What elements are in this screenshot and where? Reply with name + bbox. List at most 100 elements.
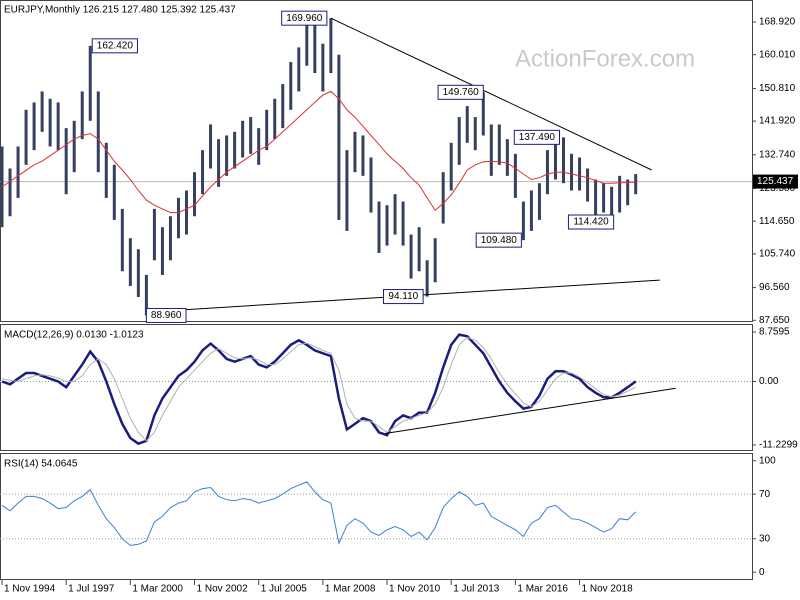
x-tick-label: 1 Nov 2002 <box>197 584 249 595</box>
current-price-label: 125.437 <box>757 176 794 187</box>
price-bar <box>273 98 277 140</box>
price-bar <box>393 194 397 235</box>
price-bar <box>64 128 68 195</box>
price-bar <box>497 124 501 165</box>
price-annotation-box <box>513 129 560 145</box>
y-tick-label: 8.7595 <box>759 327 790 338</box>
price-annotation-box <box>281 10 328 26</box>
price-bar <box>136 249 140 297</box>
price-annotation: 137.490 <box>519 132 556 143</box>
y-tick-label: 150.810 <box>759 83 796 94</box>
x-tick-label: 1 Nov 2010 <box>389 584 441 595</box>
price-annotation: 109.480 <box>481 235 518 246</box>
price-bar <box>417 227 421 272</box>
y-tick-label: 160.010 <box>759 49 796 60</box>
price-bar <box>329 18 333 74</box>
price-bar <box>505 139 509 176</box>
price-bar <box>321 43 325 92</box>
current-price-box <box>753 174 798 189</box>
price-bar <box>24 109 28 165</box>
x-tick-label: 1 Mar 2008 <box>325 584 376 595</box>
price-bar <box>313 25 317 74</box>
price-bar <box>457 117 461 165</box>
price-annotation: 88.960 <box>151 310 182 321</box>
watermark: ActionForex.com <box>515 45 695 72</box>
price-annotation: 162.420 <box>97 40 134 51</box>
price-bar <box>176 197 180 239</box>
x-tick-label: 1 Jul 2013 <box>453 584 500 595</box>
price-bar <box>201 150 205 195</box>
price-bar <box>152 208 156 261</box>
price-bar <box>56 102 60 151</box>
y-tick-label: 105.740 <box>759 249 796 260</box>
y-tick-label: 114.650 <box>759 216 795 227</box>
price-bar <box>120 208 124 272</box>
price-bar <box>473 117 477 151</box>
trendline <box>330 17 652 171</box>
price-bar <box>409 234 413 279</box>
panel-title: RSI(14) 54.0645 <box>4 459 78 470</box>
price-bar <box>305 25 309 66</box>
price-bar <box>265 109 269 151</box>
price-bar <box>361 135 365 176</box>
price-bar <box>602 183 606 213</box>
price-bar <box>545 150 549 195</box>
panel-title: EURJPY,Monthly 126.215 127.480 125.392 1… <box>4 5 236 16</box>
price-bar <box>48 98 52 147</box>
price-bar <box>225 135 229 176</box>
x-tick-label: 1 Mar 2000 <box>132 584 183 595</box>
price-bar <box>96 91 100 173</box>
price-annotation-box <box>91 38 138 54</box>
rsi-panel <box>0 453 753 580</box>
y-tick-label: 168.920 <box>759 17 796 28</box>
price-bar <box>449 142 453 191</box>
price-bar <box>32 102 36 151</box>
y-tick-label: 87.650 <box>759 315 790 326</box>
indicator-line <box>1 90 636 214</box>
price-bar <box>168 216 172 261</box>
price-bar <box>578 157 582 191</box>
price-bar <box>537 183 541 220</box>
y-tick-label: 132.740 <box>759 149 796 160</box>
price-bar <box>112 164 116 220</box>
x-tick-label: 1 Mar 2016 <box>517 584 568 595</box>
price-bar <box>184 190 188 235</box>
price-bar <box>241 120 245 158</box>
price-panel <box>0 0 753 322</box>
price-bar <box>377 201 381 253</box>
price-bar <box>553 139 557 180</box>
y-tick-label: 100 <box>759 455 776 466</box>
indicator-line <box>1 336 636 442</box>
price-bar <box>481 92 485 136</box>
y-tick-label: 141.920 <box>759 116 796 127</box>
price-bar <box>385 205 389 246</box>
y-tick-label: 30 <box>759 533 771 544</box>
x-tick-label: 1 Jul 2005 <box>261 584 308 595</box>
price-bar <box>465 106 469 143</box>
price-annotation-box <box>475 232 522 248</box>
price-bar <box>610 186 614 223</box>
price-bar <box>433 238 437 283</box>
price-bar <box>257 128 261 165</box>
price-bar <box>401 201 405 246</box>
price-bar <box>513 153 517 198</box>
price-annotation-box <box>383 289 424 305</box>
price-bar <box>281 84 285 129</box>
price-bar <box>586 168 590 202</box>
panel-title: MACD(12,26,9) 0.0130 -1.0123 <box>4 330 144 341</box>
x-tick-label: 1 Nov 1994 <box>4 584 56 595</box>
price-annotation: 149.760 <box>443 87 480 98</box>
price-bar <box>8 168 12 217</box>
price-bar <box>489 124 493 176</box>
price-bar <box>233 131 237 169</box>
price-bar <box>626 179 630 206</box>
x-tick-label: 1 Nov 2018 <box>582 584 634 595</box>
indicator-line <box>1 481 637 546</box>
trendline <box>384 387 676 434</box>
price-bar <box>570 153 574 191</box>
macd-panel <box>0 324 753 451</box>
price-annotation-box <box>145 307 187 323</box>
y-tick-label: 0.00 <box>759 376 779 387</box>
